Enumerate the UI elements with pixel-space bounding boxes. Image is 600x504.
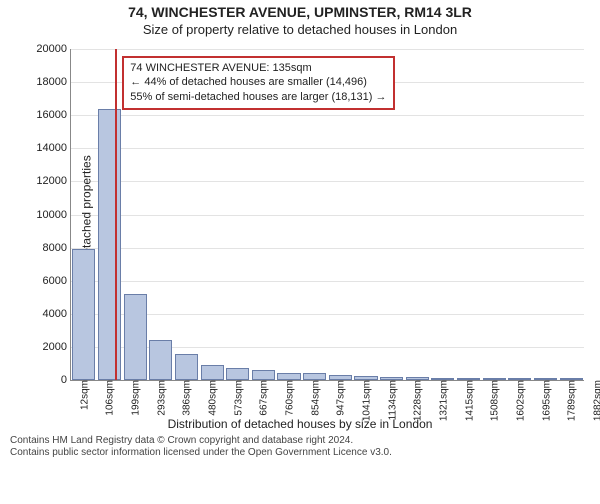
footer-line-2: Contains public sector information licen… [10,447,590,459]
bar [72,249,95,380]
gridline [71,115,584,116]
y-tick-label: 4000 [43,308,71,320]
property-marker-line [115,49,117,380]
x-tick-label: 1321sqm [436,380,449,421]
bar [98,109,121,380]
x-tick-label: 854sqm [308,380,321,416]
x-tick-label: 573sqm [231,380,244,416]
bar [175,354,198,380]
y-tick-label: 16000 [36,109,71,121]
bar [124,294,147,380]
gridline [71,281,584,282]
x-tick-label: 293sqm [154,380,167,416]
x-tick-label: 667sqm [257,380,270,416]
page-subtitle: Size of property relative to detached ho… [0,22,600,37]
bar [303,373,326,380]
gridline [71,248,584,249]
x-tick-label: 199sqm [129,380,142,416]
bar [201,365,224,380]
x-tick-label: 1134sqm [385,380,398,420]
x-tick-label: 1041sqm [359,380,372,421]
legend-line: 74 WINCHESTER AVENUE: 135sqm [130,61,386,76]
gridline [71,215,584,216]
y-tick-label: 0 [61,374,71,386]
bar [226,368,249,380]
page-title: 74, WINCHESTER AVENUE, UPMINSTER, RM14 3… [0,4,600,20]
gridline [71,181,584,182]
y-tick-label: 20000 [36,43,71,55]
x-tick-label: 12sqm [77,380,90,410]
x-tick-label: 1228sqm [411,380,424,421]
bar [252,370,275,380]
legend-box: 74 WINCHESTER AVENUE: 135sqm← 44% of det… [122,56,394,111]
x-tick-label: 1602sqm [513,380,526,421]
x-axis-label: Distribution of detached houses by size … [10,417,590,431]
x-tick-label: 1882sqm [590,380,600,421]
y-tick-label: 14000 [36,142,71,154]
gridline [71,347,584,348]
gridline [71,314,584,315]
x-tick-label: 106sqm [103,380,116,416]
x-tick-label: 480sqm [206,380,219,416]
y-tick-label: 2000 [43,341,71,353]
legend-line: 55% of semi-detached houses are larger (… [130,90,386,105]
x-tick-label: 1415sqm [462,380,475,421]
y-tick-label: 8000 [43,242,71,254]
x-tick-label: 1508sqm [488,380,501,421]
bar [149,340,172,380]
x-tick-label: 1789sqm [565,380,578,421]
y-tick-label: 18000 [36,76,71,88]
gridline [71,148,584,149]
footer-line-1: Contains HM Land Registry data © Crown c… [10,435,590,447]
bar [277,373,300,380]
footer: Contains HM Land Registry data © Crown c… [0,433,600,459]
x-tick-label: 760sqm [283,380,296,416]
plot-area: 0200040006000800010000120001400016000180… [70,49,584,381]
chart-container: Number of detached properties 0200040006… [10,43,590,433]
x-tick-label: 947sqm [334,380,347,416]
x-tick-label: 1695sqm [539,380,552,421]
y-tick-label: 12000 [36,175,71,187]
y-tick-label: 10000 [36,209,71,221]
y-tick-label: 6000 [43,275,71,287]
legend-line: ← 44% of detached houses are smaller (14… [130,75,386,90]
gridline [71,49,584,50]
x-tick-label: 386sqm [180,380,193,416]
